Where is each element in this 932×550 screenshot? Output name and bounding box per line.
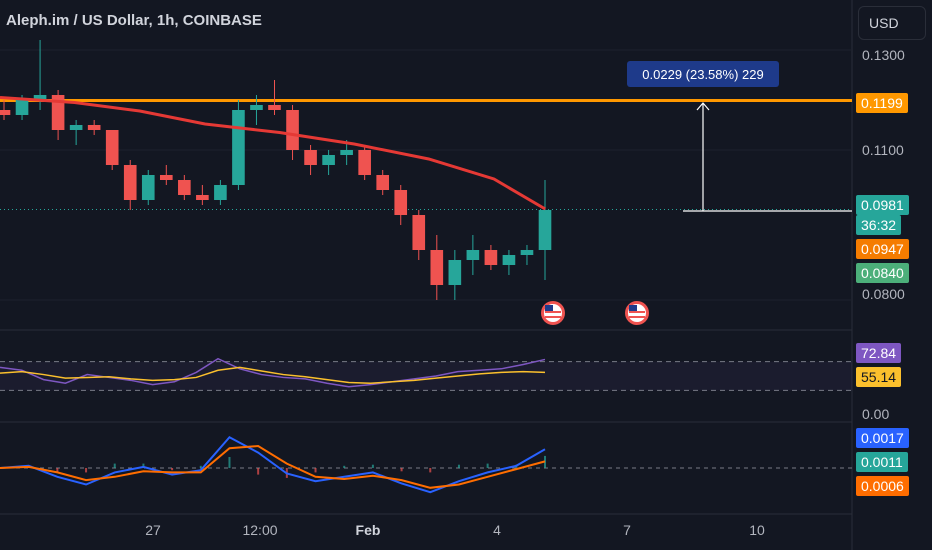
currency-button[interactable]: USD [858, 6, 926, 40]
macd-histogram-bar [142, 463, 145, 468]
rsi-series-line [0, 366, 546, 384]
rsi-series-line [0, 357, 546, 388]
macd-histogram-bar [85, 468, 88, 473]
candle-body [502, 255, 516, 265]
macd-series-line [0, 435, 546, 494]
macd-pane [0, 435, 852, 494]
price-pane [0, 40, 852, 301]
ema-line [0, 96, 546, 211]
price-tick: 0.1100 [862, 142, 904, 158]
candle-body [105, 130, 119, 165]
candle-body [87, 125, 101, 130]
macd-value-tag: 0.0017 [856, 428, 909, 448]
measure-arrowhead [696, 102, 710, 111]
time-tick: 27 [145, 522, 161, 538]
supertrend-price-tag: 0.0947 [856, 239, 909, 259]
price-tick: 0.1300 [862, 47, 905, 63]
candle-body [340, 150, 353, 155]
candle-body [214, 185, 227, 200]
rsi-band-fill [0, 361, 852, 391]
time-tick: 12:00 [242, 522, 278, 538]
macd-histogram-bar [486, 463, 489, 468]
macd-histogram-bar [371, 464, 374, 468]
candle-body [123, 165, 137, 200]
time-tick: Feb [355, 522, 381, 538]
macd-histogram-bar [56, 468, 59, 473]
macd-histogram-bar [228, 457, 231, 468]
candle-body [394, 190, 408, 215]
candle-body [376, 175, 390, 190]
candle-body [232, 110, 245, 185]
rsi-value-tag: 72.84 [856, 343, 902, 363]
candle-body [322, 155, 335, 165]
macd-histogram-bar [113, 463, 116, 468]
rsi-pane [0, 357, 852, 391]
candle-body [412, 215, 426, 250]
candle-body [159, 175, 173, 180]
macd-histogram-bar [314, 468, 317, 473]
us-flag-icon[interactable] [625, 301, 649, 325]
measure-label: 0.0229 (23.58%) 229 [627, 61, 779, 87]
candle-body [466, 250, 480, 260]
candle-body [430, 250, 444, 285]
macd-histogram-bar [199, 465, 202, 468]
candle-body [250, 105, 263, 110]
candle-body [484, 250, 498, 265]
candle-body [15, 100, 29, 115]
time-tick: 4 [493, 522, 501, 538]
time-tick: 7 [623, 522, 631, 538]
macd-hist-tag: 0.0011 [856, 452, 908, 472]
macd-histogram-bar [457, 464, 460, 468]
candle-body [196, 195, 209, 200]
macd-histogram-bar [257, 468, 260, 475]
candle-body [69, 125, 83, 130]
low-band-price-tag: 0.0840 [856, 263, 909, 283]
candle-body [268, 105, 281, 110]
candle-body [33, 95, 47, 100]
chart-title: Aleph.im / US Dollar, 1h, COINBASE [6, 12, 262, 29]
macd-histogram-bar [400, 468, 403, 472]
macd-histogram-bar [171, 468, 174, 471]
candle-body [358, 150, 371, 175]
price-tick: 0.0800 [862, 286, 905, 302]
candle-body [520, 250, 534, 255]
resistance-price-tag: 0.1199 [856, 93, 908, 113]
candle-body [178, 180, 191, 195]
candle-body [538, 210, 552, 250]
last-price-tag: 0.0981 [856, 195, 909, 215]
macd-signal-tag: 0.0006 [856, 476, 909, 496]
candle-body [448, 260, 462, 285]
candle-body [51, 95, 65, 130]
rsi-signal-tag: 55.14 [856, 367, 902, 387]
candle-body [141, 175, 155, 200]
us-flag-icon[interactable] [541, 301, 565, 325]
macd-histogram-bar [343, 465, 346, 468]
rsi-tick: 0.00 [862, 406, 890, 422]
macd-histogram-bar [429, 468, 432, 473]
time-tick: 10 [749, 522, 765, 538]
countdown-tag: 36:32 [856, 215, 902, 235]
candle-body [286, 110, 299, 150]
candle-body [0, 110, 11, 115]
macd-series-line [0, 444, 546, 489]
candle-body [304, 150, 317, 165]
